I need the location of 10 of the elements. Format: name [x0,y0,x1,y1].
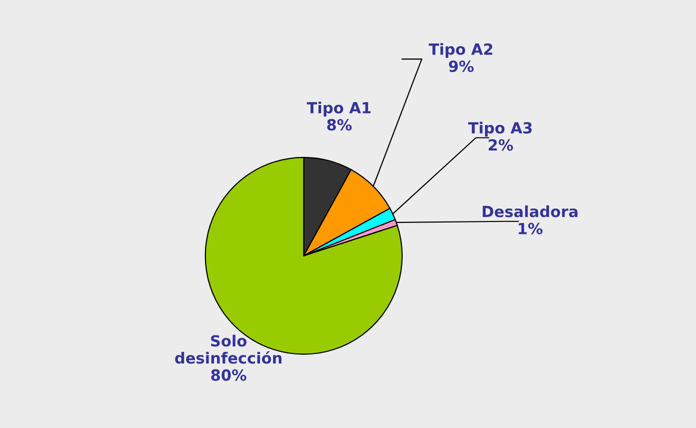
slice-label: Tipo A2 [428,43,492,58]
slice-label: Tipo A1 [306,102,371,116]
slice-label: Tipo A3 [468,122,532,137]
data-label: 9% [448,60,474,72]
data-label: 80% [211,369,246,381]
slice-label: Solo desinfección [175,334,282,364]
data-label: 8% [327,119,352,131]
data-label: 1% [518,222,543,234]
data-label: 2% [488,139,513,151]
slice-label: Desaladora [482,205,578,218]
